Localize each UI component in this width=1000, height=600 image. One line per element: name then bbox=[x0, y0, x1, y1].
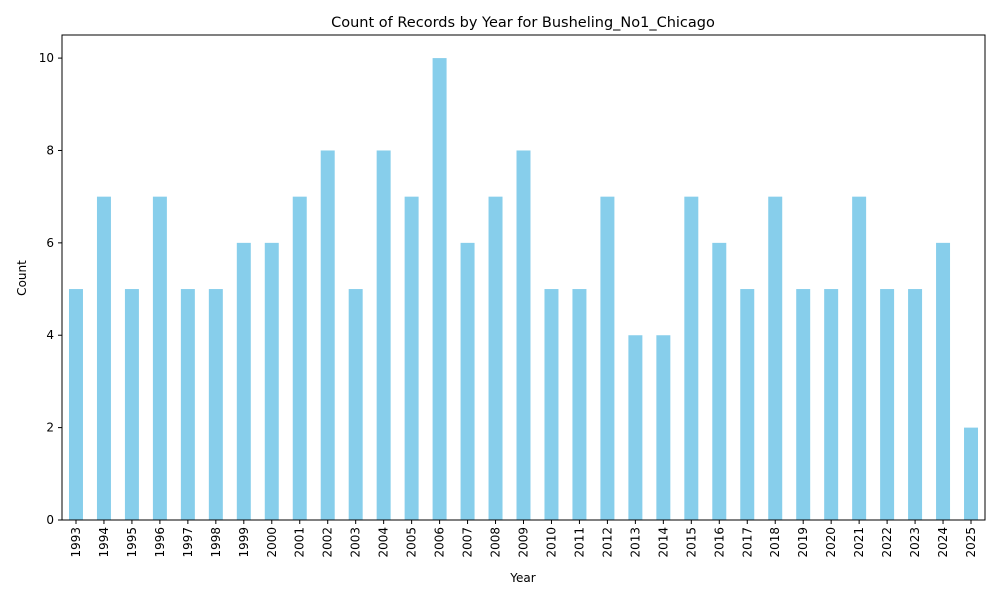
x-tick-label: 1996 bbox=[153, 527, 167, 558]
bars-layer bbox=[68, 58, 979, 520]
bar-2016 bbox=[712, 242, 727, 520]
bar-2009 bbox=[516, 150, 531, 520]
x-tick-label: 2019 bbox=[796, 527, 810, 558]
bar-1997 bbox=[180, 289, 195, 520]
bar-2022 bbox=[880, 289, 895, 520]
x-tick-label: 1998 bbox=[209, 527, 223, 558]
bar-2014 bbox=[656, 335, 671, 520]
x-tick-label: 1997 bbox=[181, 527, 195, 558]
x-tick-label: 2015 bbox=[684, 527, 698, 558]
bar-2020 bbox=[824, 289, 839, 520]
x-tick-label: 2021 bbox=[852, 527, 866, 558]
bar-2005 bbox=[404, 196, 419, 520]
bar-2025 bbox=[964, 427, 979, 520]
y-axis-label: Count bbox=[15, 260, 29, 296]
chart-title: Count of Records by Year for Busheling_N… bbox=[331, 15, 715, 31]
bar-2015 bbox=[684, 196, 699, 520]
y-tick-label: 2 bbox=[46, 421, 54, 435]
x-tick-label: 2007 bbox=[461, 527, 475, 558]
y-tick-label: 0 bbox=[46, 513, 54, 527]
x-tick-label: 2014 bbox=[656, 527, 670, 558]
x-tick-label: 2010 bbox=[544, 527, 558, 558]
bar-1994 bbox=[96, 196, 111, 520]
y-tick-label: 6 bbox=[46, 236, 54, 250]
x-tick-label: 1995 bbox=[125, 527, 139, 558]
bar-2013 bbox=[628, 335, 643, 520]
bar-2003 bbox=[348, 289, 363, 520]
bar-1995 bbox=[124, 289, 139, 520]
x-tick-label: 2024 bbox=[936, 527, 950, 558]
x-tick-label: 1994 bbox=[97, 527, 111, 558]
bar-2004 bbox=[376, 150, 391, 520]
bar-2000 bbox=[264, 242, 279, 520]
x-tick-label: 2023 bbox=[908, 527, 922, 558]
bar-2006 bbox=[432, 58, 447, 520]
x-tick-label: 2003 bbox=[349, 527, 363, 558]
x-tick-label: 2002 bbox=[321, 527, 335, 558]
x-tick-label: 2016 bbox=[712, 527, 726, 558]
bar-2024 bbox=[936, 242, 951, 520]
x-tick-label: 2009 bbox=[517, 527, 531, 558]
x-tick-label: 2008 bbox=[489, 527, 503, 558]
y-tick-label: 8 bbox=[46, 143, 54, 157]
bar-2001 bbox=[292, 196, 307, 520]
bar-1996 bbox=[152, 196, 167, 520]
bar-2012 bbox=[600, 196, 615, 520]
x-axis-label: Year bbox=[509, 571, 535, 585]
bar-2011 bbox=[572, 289, 587, 520]
y-tick-label: 10 bbox=[39, 51, 54, 65]
y-tick-label: 4 bbox=[46, 328, 54, 342]
x-tick-label: 2012 bbox=[600, 527, 614, 558]
x-tick-label: 2004 bbox=[377, 527, 391, 558]
x-tick-label: 2025 bbox=[964, 527, 978, 558]
bar-2017 bbox=[740, 289, 755, 520]
x-tick-label: 2011 bbox=[572, 527, 586, 558]
bar-2018 bbox=[768, 196, 783, 520]
x-tick-label: 2018 bbox=[768, 527, 782, 558]
ticks-layer: 1993 1994 1995 1996 1997 1998 1999 2000 2001 2002… bbox=[39, 51, 978, 557]
x-tick-label: 2020 bbox=[824, 527, 838, 558]
x-tick-label: 1993 bbox=[69, 527, 83, 558]
bar-2002 bbox=[320, 150, 335, 520]
bar-2023 bbox=[908, 289, 923, 520]
x-tick-label: 2001 bbox=[293, 527, 307, 558]
x-tick-label: 2006 bbox=[433, 527, 447, 558]
bar-2019 bbox=[796, 289, 811, 520]
bar-1998 bbox=[208, 289, 223, 520]
bar-1993 bbox=[68, 289, 83, 520]
bar-2021 bbox=[852, 196, 867, 520]
x-tick-label: 1999 bbox=[237, 527, 251, 558]
x-tick-label: 2013 bbox=[628, 527, 642, 558]
bar-2008 bbox=[488, 196, 503, 520]
x-tick-label: 2005 bbox=[405, 527, 419, 558]
x-tick-label: 2022 bbox=[880, 527, 894, 558]
bar-2007 bbox=[460, 242, 475, 520]
x-tick-label: 2000 bbox=[265, 527, 279, 558]
bar-1999 bbox=[236, 242, 251, 520]
plot-frame bbox=[61, 34, 986, 521]
bar-2010 bbox=[544, 289, 559, 520]
x-tick-label: 2017 bbox=[740, 527, 754, 558]
